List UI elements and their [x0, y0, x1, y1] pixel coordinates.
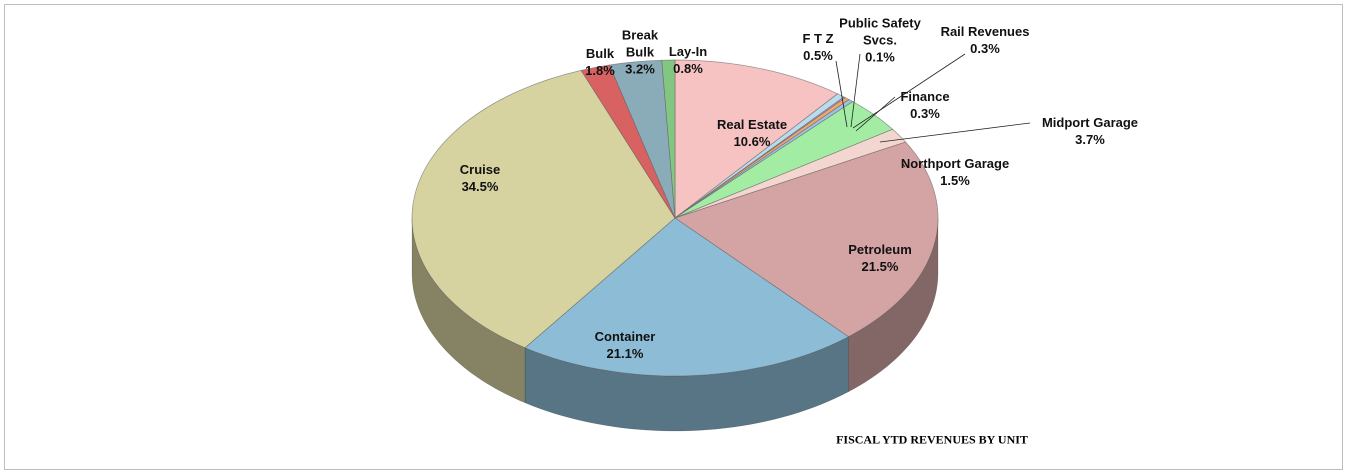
slice-label: Northport Garage 1.5%	[901, 155, 1009, 189]
slice-label: Real Estate 10.6%	[717, 116, 787, 150]
slice	[524, 217, 850, 377]
slice-label: Rail Revenues 0.3%	[938, 23, 1033, 57]
leader-line	[835, 60, 848, 128]
leader-line	[902, 163, 906, 168]
slice-label: F T Z 0.5%	[802, 30, 833, 64]
category-label: Lay-In	[668, 44, 708, 59]
value-label: 3.7%	[1075, 132, 1105, 147]
slice-label: Lay-In 0.8%	[669, 43, 707, 77]
slice-label: Finance 0.3%	[900, 88, 949, 122]
slice-label: Bulk 1.8%	[585, 45, 615, 79]
slice-label: Break Bulk 3.2%	[620, 27, 660, 78]
category-label: Break Bulk	[621, 27, 659, 60]
chart-frame	[4, 4, 1343, 470]
category-label: Northport Garage	[900, 156, 1010, 171]
leader-line	[852, 53, 966, 129]
value-label: 0.3%	[970, 41, 1000, 56]
leader-line	[879, 122, 1031, 143]
slice	[661, 59, 676, 219]
value-label: 0.3%	[910, 106, 940, 121]
category-label: F T Z	[802, 31, 834, 46]
category-label: Midport Garage	[1041, 115, 1139, 130]
category-label: Cruise	[459, 162, 501, 177]
slice	[674, 59, 839, 219]
slice-label: Midport Garage 3.7%	[1042, 114, 1138, 148]
slice	[411, 70, 676, 349]
slice-label: Container 21.1%	[595, 328, 656, 362]
slice-label: Public Safety Svcs. 0.1%	[833, 15, 928, 66]
category-label: Rail Revenues	[940, 24, 1030, 39]
category-label: Container	[594, 329, 656, 344]
chart-title: FISCAL YTD REVENUES BY UNIT	[836, 432, 1028, 447]
category-label: Petroleum	[848, 242, 912, 257]
leader-line	[855, 96, 896, 132]
leader-line	[850, 53, 861, 128]
category-label: Real Estate	[716, 117, 788, 132]
value-label: 3.2%	[625, 61, 655, 77]
value-label: 1.5%	[940, 173, 970, 188]
value-label: 34.5%	[461, 179, 499, 194]
category-label: Bulk	[585, 46, 615, 61]
value-label: 0.8%	[673, 61, 703, 76]
value-label: 0.1%	[865, 49, 895, 65]
value-label: 10.6%	[733, 134, 771, 149]
slice	[674, 141, 939, 338]
value-label: 21.5%	[861, 259, 899, 274]
value-label: 1.8%	[585, 63, 615, 78]
slice-label: Cruise 34.5%	[460, 161, 500, 195]
value-label: 0.5%	[803, 48, 833, 63]
category-label: Finance	[900, 89, 950, 104]
slice-label: Petroleum 21.5%	[848, 241, 912, 275]
category-label: Public Safety Svcs.	[839, 15, 921, 48]
value-label: 21.1%	[606, 346, 644, 361]
